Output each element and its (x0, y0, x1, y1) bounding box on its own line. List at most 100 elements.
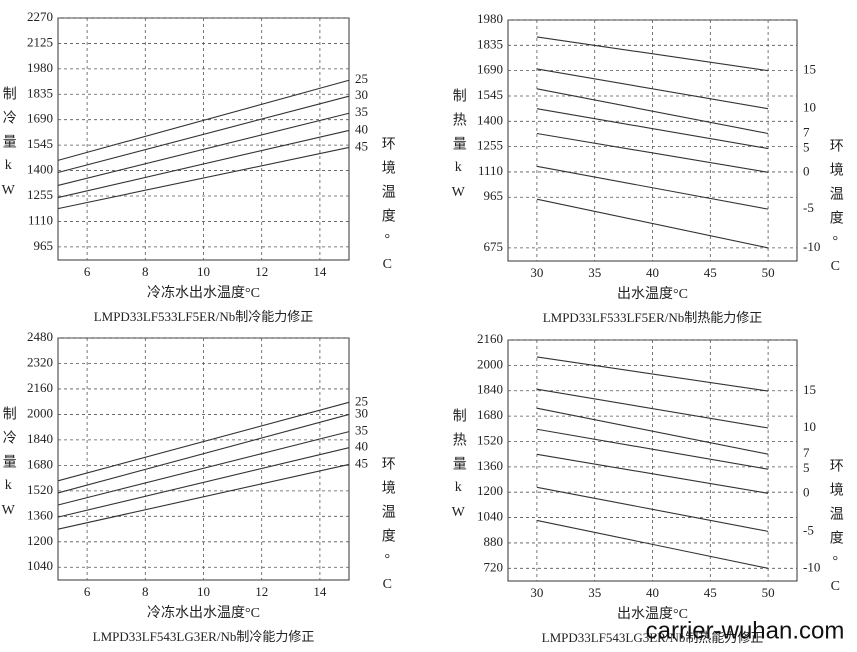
legend-label: 10 (803, 419, 816, 434)
legend-label: 40 (355, 121, 368, 136)
x-tick-label: 50 (762, 585, 775, 600)
legend-label: 5 (803, 140, 810, 155)
legend-label: 15 (803, 382, 816, 397)
x-tick-label: 12 (255, 264, 268, 279)
legend-label: 35 (355, 104, 368, 119)
y-tick-label: 2160 (477, 331, 503, 346)
series-line (536, 165, 769, 210)
series-line (57, 112, 350, 187)
x-tick-label: 40 (646, 585, 659, 600)
x-axis-label: 出水温度°C (617, 606, 688, 622)
series-line (536, 453, 769, 494)
y-axis-label: 制冷量kW (0, 86, 16, 208)
watermark: carrier-wuhan.com (646, 617, 845, 644)
x-tick-label: 50 (762, 265, 775, 280)
y-tick-label: 2000 (477, 356, 503, 371)
y-tick-label: 1360 (477, 458, 503, 473)
legend-label: 0 (803, 484, 810, 499)
series-line (536, 356, 769, 392)
legend-label: 15 (803, 62, 816, 77)
y-tick-label: 1040 (477, 509, 503, 524)
x-tick-label: 30 (530, 585, 543, 600)
y-tick-label: 2480 (27, 329, 53, 344)
y-tick-label: 1545 (27, 136, 53, 151)
y-axis-label: 制冷量kW (0, 406, 16, 528)
y-tick-label: 2160 (27, 380, 53, 395)
y-tick-label: 1110 (28, 212, 53, 227)
y-tick-label: 1400 (477, 112, 503, 127)
series-line (536, 428, 769, 470)
legend-label: -5 (803, 522, 814, 537)
y-tick-label: 1840 (477, 382, 503, 397)
legend-label: 5 (803, 460, 810, 475)
x-tick-label: 14 (313, 584, 327, 599)
legend-label: 0 (803, 163, 810, 178)
series-line (536, 108, 769, 150)
series-line (57, 447, 350, 518)
series-line (536, 198, 769, 249)
y-tick-label: 1980 (477, 11, 503, 26)
legend-label: 10 (803, 100, 816, 115)
chart-title: LMPD33LF533LF5ER/Nb制冷能力修正 (94, 309, 314, 324)
chart-title: LMPD33LF543LG3ER/Nb制冷能力修正 (93, 629, 315, 644)
y-tick-label: 2000 (27, 405, 53, 420)
series-line (57, 146, 350, 210)
right-axis-label: 环境温度°C (380, 136, 396, 282)
series-line (57, 413, 350, 494)
y-tick-label: 2320 (27, 354, 53, 369)
legend-label: 40 (355, 439, 368, 454)
y-tick-label: 1520 (477, 432, 503, 447)
y-tick-label: 1400 (27, 162, 53, 177)
legend-label: 30 (355, 405, 368, 420)
legend-label: 7 (803, 445, 810, 460)
y-axis-label: 制热量kW (450, 408, 466, 530)
x-tick-label: 35 (588, 265, 601, 280)
y-tick-label: 2270 (27, 9, 53, 24)
x-tick-label: 8 (142, 264, 149, 279)
y-tick-label: 1110 (478, 163, 503, 178)
y-tick-label: 1835 (477, 36, 503, 51)
x-tick-label: 30 (530, 265, 543, 280)
y-tick-label: 1840 (27, 431, 53, 446)
series-line (536, 486, 769, 532)
series-line (536, 388, 769, 429)
series-line (57, 431, 350, 506)
right-axis-label: 环境温度°C (828, 458, 844, 604)
legend-label: 30 (355, 87, 368, 102)
series-line (57, 129, 350, 199)
y-tick-label: 675 (484, 239, 504, 254)
y-tick-label: 880 (484, 534, 504, 549)
series-line (536, 407, 769, 455)
legend-label: 25 (355, 393, 368, 408)
legend-label: 35 (355, 423, 368, 438)
legend-label: -10 (803, 239, 820, 254)
series-line (57, 463, 350, 530)
x-tick-label: 10 (197, 264, 210, 279)
x-tick-label: 12 (255, 584, 268, 599)
chart-title: LMPD33LF543LG3ER/Nb制热能力修正 (542, 630, 764, 645)
y-tick-label: 1360 (27, 507, 53, 522)
series-line (536, 36, 769, 72)
series-line (57, 401, 350, 482)
y-tick-label: 2125 (27, 34, 53, 49)
series-line (536, 88, 769, 135)
x-tick-label: 35 (588, 585, 601, 600)
y-tick-label: 1980 (27, 60, 53, 75)
x-tick-label: 14 (313, 264, 327, 279)
y-tick-label: 1520 (27, 482, 53, 497)
x-tick-label: 8 (142, 584, 149, 599)
y-tick-label: 1680 (477, 407, 503, 422)
x-tick-label: 40 (646, 265, 659, 280)
x-tick-label: 6 (84, 584, 91, 599)
y-tick-label: 1690 (27, 111, 53, 126)
y-tick-label: 1255 (477, 138, 503, 153)
x-tick-label: 45 (704, 265, 717, 280)
x-tick-label: 45 (704, 585, 717, 600)
x-tick-label: 6 (84, 264, 91, 279)
x-axis-label: 冷冻水出水温度°C (147, 284, 260, 301)
right-axis-label: 环境温度°C (380, 456, 396, 602)
series-line (536, 68, 769, 110)
legend-label: -5 (803, 200, 814, 215)
legend-label: 25 (355, 71, 368, 86)
y-tick-label: 720 (484, 559, 504, 574)
